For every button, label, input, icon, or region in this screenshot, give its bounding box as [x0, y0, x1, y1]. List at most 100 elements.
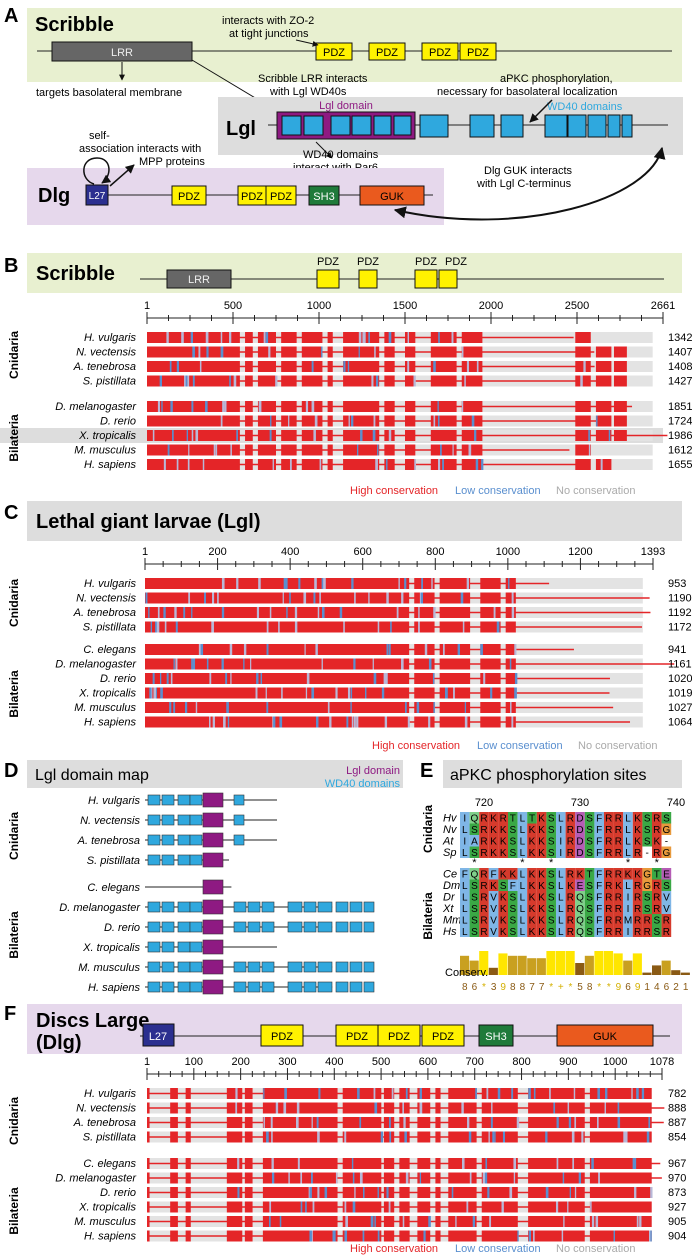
wd40-domain	[177, 814, 191, 826]
conserved-block	[327, 430, 333, 441]
residue-cell	[527, 891, 537, 903]
low-conservation-streak	[368, 332, 370, 343]
panel-b: B Scribble LRR PDZ PDZ PDZ PDZ 1 500 1000 1…	[0, 253, 692, 497]
low-conservation-streak	[383, 673, 386, 684]
residue-cell	[460, 868, 470, 880]
residue-letter: S	[548, 893, 555, 904]
residue-letter: F	[510, 881, 516, 892]
conserved-block	[383, 1131, 395, 1143]
residue-cell	[556, 868, 566, 880]
residue-letter: S	[471, 825, 478, 836]
low-conservation-streak	[482, 1172, 485, 1184]
species-label: S. pistillata	[83, 376, 136, 388]
conserved-block	[417, 1158, 431, 1169]
lgl-wd40-a2	[303, 115, 324, 136]
low-conservation-streak	[236, 430, 238, 441]
residue-letter: L	[558, 893, 564, 904]
low-conservation-streak	[191, 607, 193, 618]
wd40-domain	[147, 941, 161, 953]
conservation-score: 8	[510, 982, 516, 993]
low-conservation-streak	[256, 673, 259, 684]
conserved-block	[383, 1088, 395, 1099]
residue-letter: K	[538, 904, 545, 915]
residue-cell	[508, 823, 518, 835]
low-conservation-streak	[191, 658, 193, 670]
low-conservation-streak	[466, 361, 469, 372]
low-conservation-streak	[583, 361, 586, 372]
low-conservation-streak	[404, 1131, 407, 1143]
ann-lrr-line2: with Lgl WD40s	[269, 86, 347, 98]
low-conservation-streak	[396, 607, 399, 618]
residue-cell	[536, 868, 547, 880]
low-conservation-streak	[161, 401, 163, 412]
residue-letter: K	[529, 927, 536, 938]
residue-cell	[623, 846, 633, 858]
low-conservation-streak	[401, 592, 404, 604]
residue-cell	[594, 914, 604, 926]
low-conservation-streak	[351, 716, 354, 728]
residue-letter: S	[548, 837, 555, 848]
low-conservation-streak	[195, 430, 199, 441]
conservation-score: 1	[644, 982, 650, 993]
residue-cell	[546, 879, 556, 891]
low-conservation-streak	[375, 459, 378, 470]
conserved-block	[399, 1088, 410, 1099]
panel-c-legend: High conservation Low conservation No co…	[372, 740, 658, 752]
low-conservation-streak	[496, 621, 500, 633]
ann-self-line2: association	[79, 143, 134, 155]
lgl-domain	[202, 919, 224, 935]
conserved-block	[245, 430, 253, 441]
residue-letter: S	[586, 814, 593, 825]
residue-letter: R	[480, 848, 487, 859]
position-label: 740	[667, 797, 685, 809]
wd40-domain	[261, 981, 275, 993]
conserved-block	[613, 361, 627, 372]
panel-f-sh3-label: SH3	[485, 1031, 506, 1043]
panel-e-title: aPKC phosphorylation sites	[450, 767, 647, 784]
low-conservation-streak	[442, 644, 445, 655]
residue-cell	[546, 914, 556, 926]
low-conservation-streak	[545, 1187, 549, 1198]
low-conservation-streak	[590, 1201, 592, 1213]
residue-letter: K	[529, 870, 536, 881]
low-conservation-streak	[230, 673, 232, 684]
conserved-block	[480, 607, 501, 618]
residue-letter: Q	[471, 870, 479, 881]
conserved-block	[147, 1201, 150, 1213]
ruler-tick-label: 2500	[565, 300, 589, 312]
panel-b-pdz-3-label: PDZ	[415, 256, 437, 268]
residue-letter: S	[644, 893, 651, 904]
conservation-bar	[527, 958, 537, 975]
residue-letter: K	[490, 881, 497, 892]
residue-cell	[546, 823, 556, 835]
conserved-block	[170, 1117, 178, 1128]
conserved-block	[448, 1088, 477, 1099]
sequence-length: 927	[668, 1202, 686, 1214]
residue-letter: S	[644, 825, 651, 836]
residue-letter: R	[615, 837, 622, 848]
residue-letter: K	[500, 893, 507, 904]
low-conservation-streak	[346, 716, 349, 728]
residue-letter: S	[548, 814, 555, 825]
conserved-block	[480, 578, 501, 589]
panel-d-header	[27, 760, 403, 788]
conserved-block	[399, 1216, 410, 1227]
low-conservation-streak	[407, 361, 410, 372]
wd40-domain	[161, 981, 175, 993]
conservation-bar	[661, 960, 671, 975]
sequence-length: 888	[668, 1103, 686, 1115]
low-conservation-streak	[205, 401, 208, 412]
low-conservation-streak	[556, 1158, 559, 1169]
residue-cell	[498, 879, 508, 891]
low-conservation-streak	[172, 430, 174, 441]
low-conservation-streak	[184, 375, 187, 387]
ruler-tick-label: 600	[419, 1056, 437, 1068]
residue-letter: K	[490, 825, 497, 836]
residue-cell	[565, 868, 576, 880]
residue-letter: K	[529, 825, 536, 836]
conserved-block	[589, 1201, 652, 1213]
low-conservation-streak	[198, 346, 201, 358]
conservation-score: 4	[654, 982, 660, 993]
low-conservation-streak	[595, 1216, 599, 1227]
residue-cell	[460, 925, 470, 937]
